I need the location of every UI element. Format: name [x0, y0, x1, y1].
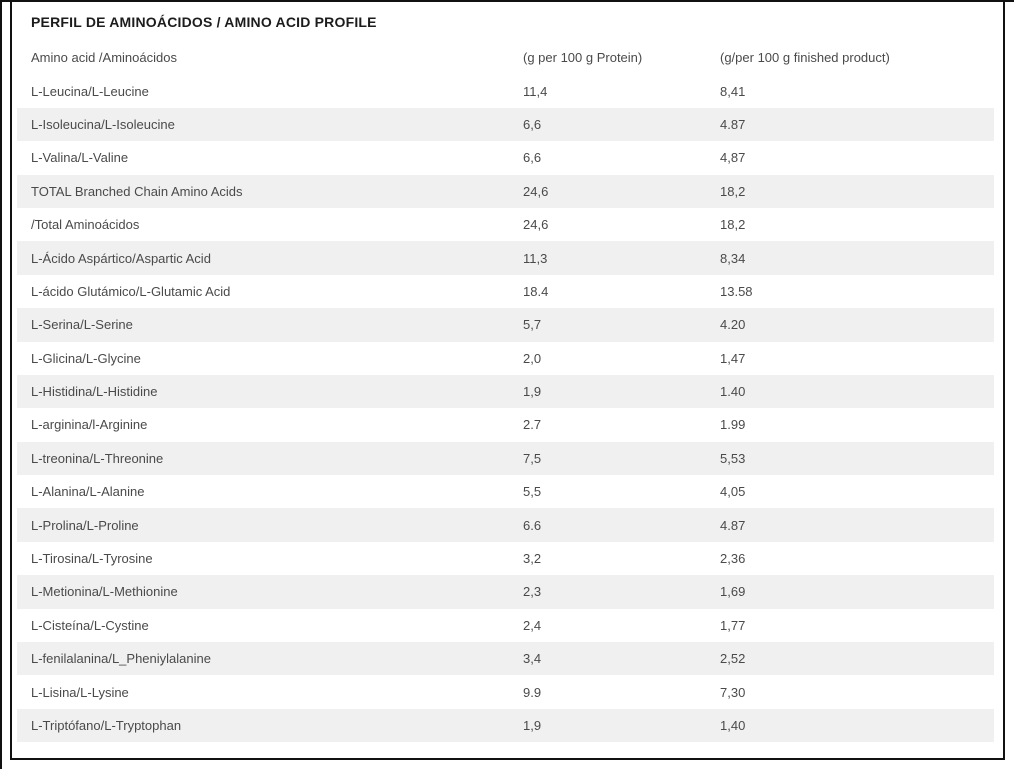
amino-acid-name: L-Lisina/L-Lysine [31, 684, 129, 700]
column-header-per-100g-product: (g/per 100 g finished product) [720, 50, 890, 66]
amino-acid-name: L-treonina/L-Threonine [31, 450, 164, 466]
table-row: L-Glicina/L-Glycine 2,0 1,47 [17, 342, 994, 375]
table-row: L-Tirosina/L-Tyrosine 3,2 2,36 [17, 542, 994, 575]
amino-acid-name: L-Glicina/L-Glycine [31, 350, 141, 366]
value-per-100g-product: 8,34 [720, 250, 746, 266]
table-title: PERFIL DE AMINOÁCIDOS / AMINO ACID PROFI… [31, 13, 377, 30]
amino-acid-name: L-Alanina/L-Alanine [31, 484, 145, 500]
amino-acid-name: /Total Aminoácidos [31, 217, 140, 233]
value-per-100g-product: 7,30 [720, 684, 746, 700]
value-per-100g-product: 4.87 [720, 517, 746, 533]
amino-acid-name: L-Histidina/L-Histidine [31, 384, 158, 400]
amino-acid-name: L-Cisteína/L-Cystine [31, 617, 149, 633]
value-per-100g-product: 18,2 [720, 217, 746, 233]
table-row: L-treonina/L-Threonine 7,5 5,53 [17, 441, 994, 476]
amino-acid-name: L-Tirosina/L-Tyrosine [31, 551, 153, 567]
table-row: L-Cisteína/L-Cystine 2,4 1,77 [17, 609, 994, 642]
value-per-100g-protein: 11,3 [523, 250, 548, 266]
table-row: L-fenilalanina/L_Pheniylalanine 3,4 2,52 [17, 642, 994, 676]
table-row: L-Histidina/L-Histidine 1,9 1.40 [17, 374, 994, 409]
value-per-100g-product: 1.99 [720, 417, 746, 433]
value-per-100g-product: 1,69 [720, 584, 746, 600]
value-per-100g-product: 1,47 [720, 350, 746, 366]
amino-acid-name: TOTAL Branched Chain Amino Acids [31, 183, 243, 199]
table-row: L-Serina/L-Serine 5,7 4.20 [17, 308, 994, 342]
amino-acid-name: L-fenilalanina/L_Pheniylalanine [31, 651, 211, 667]
table-row: L-Lisina/L-Lysine 9.9 7,30 [17, 675, 994, 708]
value-per-100g-product: 2,36 [720, 551, 746, 567]
table-row: L-ácido Glutámico/L-Glutamic Acid 18.4 13.… [17, 275, 994, 308]
value-per-100g-protein: 2.7 [523, 417, 542, 433]
amino-acid-name: L-Metionina/L-Methionine [31, 584, 178, 600]
table-row: L-Metionina/L-Methionine 2,3 1,69 [17, 575, 994, 609]
amino-acid-name: L-Isoleucina/L-Isoleucine [31, 116, 175, 132]
table-row: L-Valina/L-Valine 6,6 4,87 [17, 141, 994, 174]
column-header-per-100g-protein: (g per 100 g Protein) [523, 50, 643, 66]
value-per-100g-product: 4.20 [720, 317, 746, 333]
value-per-100g-product: 13.58 [720, 283, 753, 299]
column-header-amino-acid: Amino acid /Aminoácidos [31, 50, 177, 66]
value-per-100g-protein: 24,6 [523, 217, 549, 233]
value-per-100g-protein: 3,2 [523, 551, 542, 567]
amino-acid-name: L-Serina/L-Serine [31, 317, 133, 333]
value-per-100g-protein: 18.4 [523, 283, 549, 299]
value-per-100g-protein: 2,0 [523, 350, 542, 366]
table-body: L-Leucina/L-Leucine 11,4 8,41 L-Isoleucina/… [12, 74, 1003, 743]
table-row: L-Ácido Aspártico/Aspartic Acid 11,3 8,34 [17, 241, 994, 275]
amino-acid-name: L-Ácido Aspártico/Aspartic Acid [31, 250, 211, 266]
value-per-100g-protein: 11,4 [523, 83, 548, 99]
value-per-100g-product: 4,87 [720, 150, 746, 166]
value-per-100g-protein: 6,6 [523, 116, 542, 132]
value-per-100g-product: 1,40 [720, 718, 746, 733]
value-per-100g-product: 4.87 [720, 116, 746, 132]
value-per-100g-product: 4,05 [720, 484, 746, 500]
value-per-100g-protein: 2,4 [523, 617, 542, 633]
value-per-100g-product: 2,52 [720, 651, 746, 667]
table-row: TOTAL Branched Chain Amino Acids 24,6 18,2 [17, 174, 994, 208]
value-per-100g-product: 1,77 [720, 617, 746, 633]
value-per-100g-product: 5,53 [720, 450, 746, 466]
amino-acid-name: L-arginina/l-Arginine [31, 417, 148, 433]
table-row: L-Isoleucina/L-Isoleucine 6,6 4.87 [17, 107, 994, 142]
value-per-100g-protein: 7,5 [523, 450, 542, 466]
value-per-100g-protein: 5,5 [523, 484, 542, 500]
value-per-100g-protein: 6.6 [523, 517, 542, 533]
amino-acid-profile-panel: PERFIL DE AMINOÁCIDOS / AMINO ACID PROFI… [10, 0, 1005, 760]
outer-left-border [0, 0, 2, 769]
table-row: /Total Aminoácidos 24,6 18,2 [17, 208, 994, 241]
amino-acid-name: L-Valina/L-Valine [31, 150, 129, 166]
amino-acid-name: L-ácido Glutámico/L-Glutamic Acid [31, 283, 231, 299]
value-per-100g-protein: 1,9 [523, 718, 542, 733]
value-per-100g-protein: 24,6 [523, 183, 549, 199]
value-per-100g-protein: 5,7 [523, 317, 542, 333]
amino-acid-name: L-Prolina/L-Proline [31, 517, 139, 533]
value-per-100g-protein: 9.9 [523, 684, 542, 700]
table-row: L-arginina/l-Arginine 2.7 1.99 [17, 408, 994, 441]
value-per-100g-product: 18,2 [720, 183, 746, 199]
table-row: L-Prolina/L-Proline 6.6 4.87 [17, 508, 994, 542]
value-per-100g-protein: 2,3 [523, 584, 542, 600]
amino-acid-name: L-Triptófano/L-Tryptophan [31, 718, 182, 733]
table-row: L-Leucina/L-Leucine 11,4 8,41 [17, 74, 994, 107]
value-per-100g-protein: 1,9 [523, 384, 542, 400]
table-row: L-Triptófano/L-Tryptophan 1,9 1,40 [17, 708, 994, 743]
value-per-100g-product: 8,41 [720, 83, 746, 99]
table-row: L-Alanina/L-Alanine 5,5 4,05 [17, 475, 994, 508]
value-per-100g-product: 1.40 [720, 384, 746, 400]
amino-acid-name: L-Leucina/L-Leucine [31, 83, 149, 99]
value-per-100g-protein: 3,4 [523, 651, 542, 667]
value-per-100g-protein: 6,6 [523, 150, 542, 166]
table-header-row: Amino acid /Aminoácidos (g per 100 g Pro… [17, 41, 994, 74]
